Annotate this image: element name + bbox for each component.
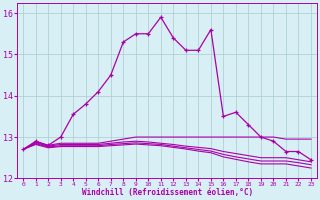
X-axis label: Windchill (Refroidissement éolien,°C): Windchill (Refroidissement éolien,°C) bbox=[82, 188, 253, 197]
